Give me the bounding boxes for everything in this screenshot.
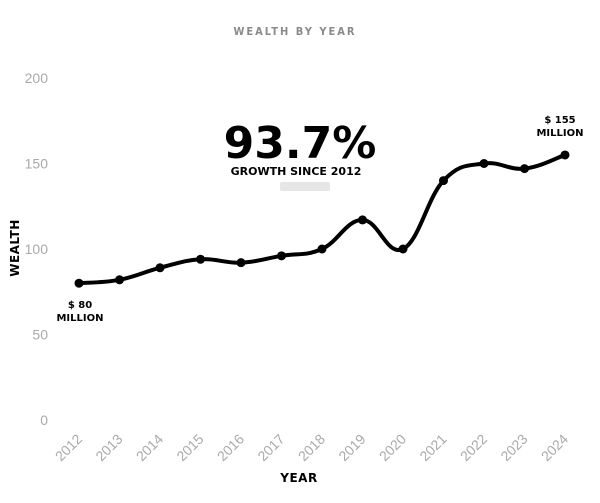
data-point-2019 xyxy=(358,215,367,225)
x-tick-label: 2016 xyxy=(214,431,247,464)
y-tick-label: 50 xyxy=(32,327,48,343)
x-tick-label: 2022 xyxy=(457,431,490,464)
data-point-2023 xyxy=(520,164,529,174)
data-point-2017 xyxy=(277,251,286,261)
data-point-2015 xyxy=(196,254,205,264)
x-tick-label: 2015 xyxy=(173,431,206,464)
watermark-logo xyxy=(280,182,330,191)
start-unit-label: MILLION xyxy=(56,313,103,324)
data-point-2024 xyxy=(560,150,570,160)
data-points xyxy=(74,150,570,288)
data-point-2013 xyxy=(115,275,124,285)
data-point-2018 xyxy=(317,244,327,254)
y-tick-label: 200 xyxy=(25,70,49,86)
growth-headline: 93.7% xyxy=(224,118,377,169)
data-point-2014 xyxy=(155,263,165,273)
x-tick-label: 2014 xyxy=(133,431,166,464)
x-tick-label: 2013 xyxy=(92,431,125,464)
x-axis-label: YEAR xyxy=(279,471,317,485)
start-value-label: $ 80 xyxy=(68,300,92,311)
end-unit-label: MILLION xyxy=(536,128,583,139)
x-tick-label: 2012 xyxy=(52,431,85,464)
data-point-2020 xyxy=(398,244,408,254)
data-point-2021 xyxy=(439,176,448,186)
x-tick-label: 2019 xyxy=(335,431,368,464)
data-point-2016 xyxy=(236,258,246,268)
data-point-2022 xyxy=(479,159,489,168)
x-tick-label: 2024 xyxy=(538,431,571,464)
end-value-label: $ 155 xyxy=(544,115,575,126)
x-tick-label: 2021 xyxy=(416,431,449,464)
x-tick-label: 2018 xyxy=(295,431,328,464)
x-tick-label: 2017 xyxy=(254,431,287,464)
data-point-2012 xyxy=(74,278,84,288)
y-tick-label: 150 xyxy=(25,156,49,172)
x-tick-label: 2020 xyxy=(376,431,409,464)
x-tick-label: 2023 xyxy=(497,431,530,464)
y-tick-label: 100 xyxy=(25,241,49,257)
y-tick-label: 0 xyxy=(40,412,48,428)
y-axis-ticks: 0 50 100 150 200 xyxy=(25,70,49,428)
chart-title: WEALTH BY YEAR xyxy=(233,25,356,38)
growth-subtitle: GROWTH SINCE 2012 xyxy=(231,165,362,178)
x-axis-ticks: 2012 2013 2014 2015 2016 2017 2018 2019 2020 2021… xyxy=(52,431,571,464)
y-axis-label: WEALTH xyxy=(8,219,22,277)
